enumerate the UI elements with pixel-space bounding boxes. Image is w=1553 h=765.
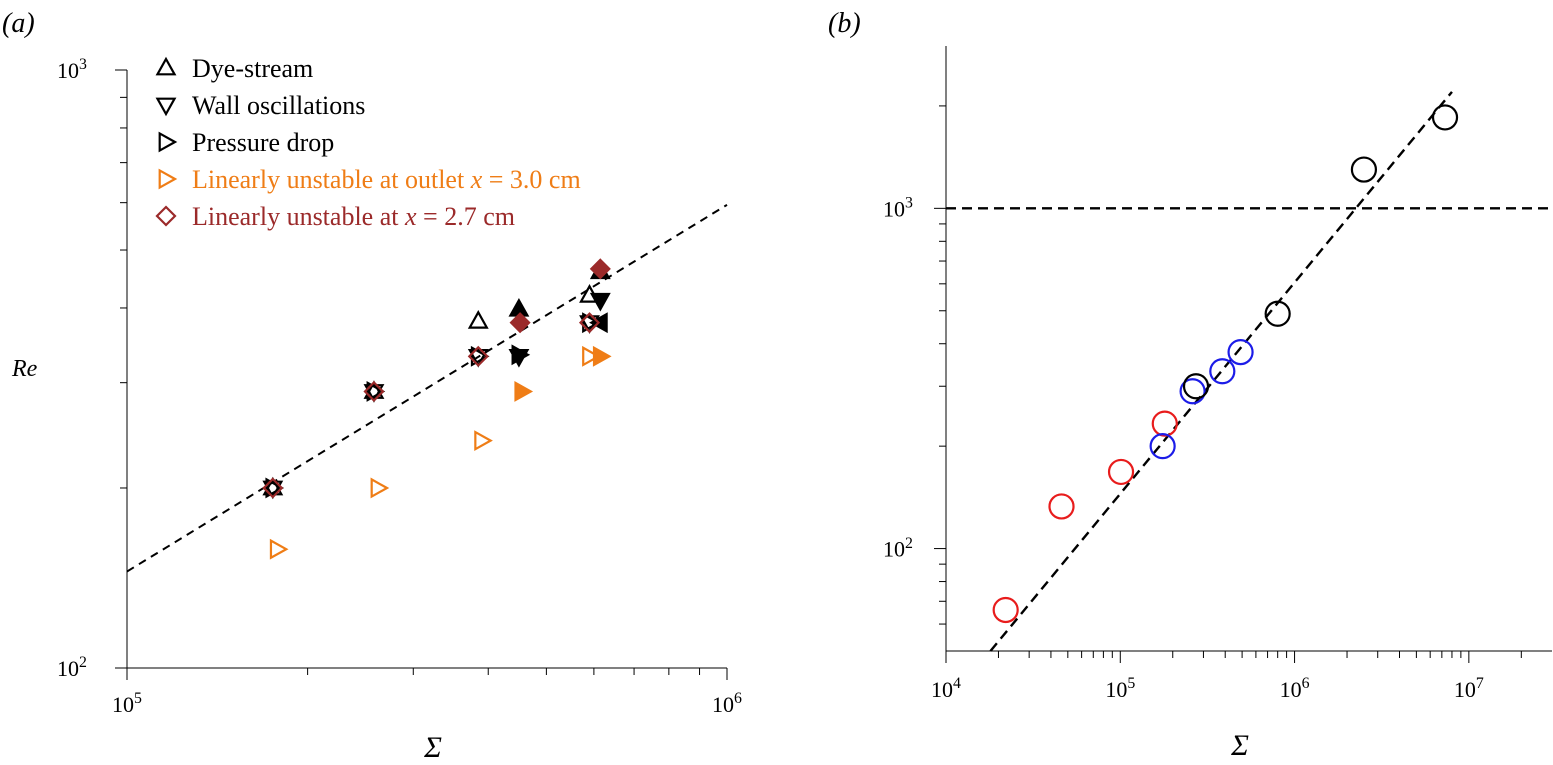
legend: Dye-stream Wall oscillations Pressure drop… [155, 54, 581, 231]
legend-marker [155, 205, 177, 227]
data-point-circle [1227, 338, 1254, 366]
data-point-triangle-right-filled [514, 381, 534, 402]
x-tick-label: 104 [931, 675, 961, 702]
x-tick-label: 105 [112, 690, 142, 717]
data-point-triangle-down-filled [589, 292, 611, 312]
data-point-circle [992, 596, 1019, 624]
data-point-triangle-right-filled [511, 344, 531, 366]
data-point-triangle-right-filled [592, 345, 612, 367]
data-point-circle [1149, 433, 1176, 460]
data-point-circle [1209, 358, 1236, 385]
legend-marker [155, 97, 177, 117]
data-point-triangle-right-open [265, 477, 285, 499]
data-point-diamond-filled [589, 258, 611, 280]
x-tick-label: 106 [712, 690, 742, 717]
data-point-circle [1179, 378, 1206, 405]
x-axis-label: Σ [423, 731, 442, 764]
legend-label: Linearly unstable at outlet x = 3.0 cm [192, 165, 581, 194]
data-point-triangle-right-open [366, 381, 386, 402]
data-point-diamond-open [363, 380, 385, 403]
y-tick-label: 103 [883, 195, 913, 222]
data-point-triangle-right-open [470, 345, 490, 367]
data-point-triangle-right-open [474, 430, 493, 452]
data-point-triangle-up-open [467, 310, 489, 329]
data-point-triangle-up-open [363, 380, 385, 399]
x-tick-label: 106 [1280, 675, 1310, 702]
data-point-triangle-up-open [262, 476, 284, 496]
data-point-circle [1107, 458, 1135, 486]
data-point-circle [1431, 104, 1459, 131]
fit-line-a [126, 203, 728, 573]
legend-label: Dye-stream [192, 54, 313, 83]
data-point-diamond-open [578, 312, 601, 334]
data-point-triangle-down-open [363, 384, 385, 403]
data-point-triangle-right-open [582, 312, 601, 334]
data-point-circle [1350, 156, 1378, 183]
legend-label: Pressure drop [192, 128, 334, 157]
legend-label: Wall oscillations [192, 91, 365, 120]
data-point-circle [1264, 300, 1291, 327]
y-tick-label: 102 [883, 535, 913, 562]
data-point-triangle-down-open [262, 480, 284, 500]
x-tick-label: 105 [1105, 675, 1135, 702]
data-point-triangle-right-open [582, 345, 601, 367]
fit-line-b [989, 91, 1453, 652]
data-point-diamond-filled [509, 312, 531, 334]
legend-marker [158, 168, 178, 190]
data-point-circle [1048, 493, 1075, 520]
data-point-triangle-right-open [269, 538, 289, 560]
data-point-triangle-right-open [370, 477, 390, 499]
panel-label-b: (b) [828, 8, 861, 39]
data-point-diamond-open [467, 345, 489, 367]
legend-label: Linearly unstable at x = 2.7 cm [192, 202, 515, 231]
data-point-circle [1151, 410, 1178, 437]
panel-label-a: (a) [2, 8, 35, 39]
panel-a: 105 106 102 103 Σ Re (a) Dye-stream Wall oscilla… [2, 8, 742, 764]
data-point-triangle-down-open [467, 348, 489, 368]
panel-b: 104 105 106 107 102 103 Σ (b) [828, 8, 1552, 762]
data-point-circle [1182, 373, 1210, 400]
y-tick-label: 103 [57, 56, 87, 83]
x-tick-label: 107 [1454, 675, 1484, 702]
y-tick-label: 102 [57, 654, 87, 681]
data-point-diamond-open [262, 477, 284, 499]
x-axis-label: Σ [1230, 729, 1249, 762]
legend-marker [158, 131, 178, 153]
y-axis-label: Re [11, 356, 38, 382]
legend-marker [155, 56, 177, 76]
